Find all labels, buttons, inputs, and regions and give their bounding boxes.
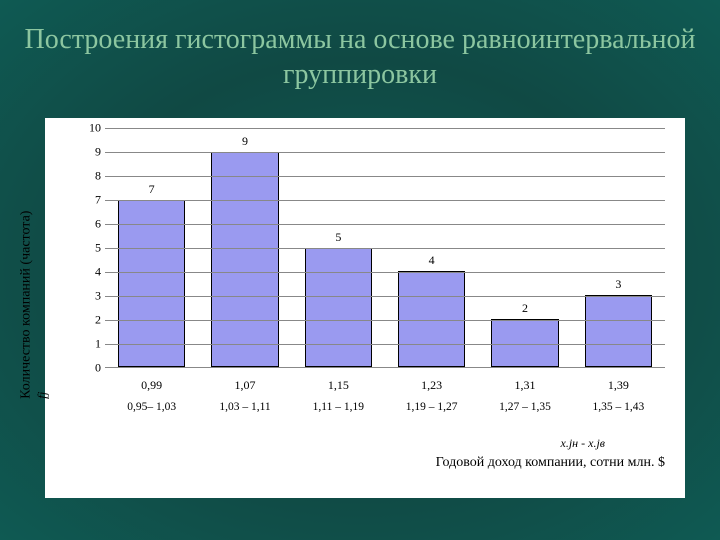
gridline: [105, 248, 665, 249]
x-tick: 1,151,11 – 1,19: [292, 368, 385, 413]
histogram-bar: 3: [585, 295, 652, 367]
bar-value-label: 5: [335, 230, 341, 245]
gridline: [105, 200, 665, 201]
x-tick-range: 1,27 – 1,35: [478, 393, 571, 413]
gridline: [105, 176, 665, 177]
x-axis-caption-sub: x.jн - x.jв: [105, 436, 665, 451]
x-tick-mid: 1,39: [572, 368, 665, 393]
y-tick-label: 7: [79, 193, 101, 208]
x-tick: 0,990,95– 1,03: [105, 368, 198, 413]
x-axis-caption: x.jн - x.jв Годовой доход компании, сотн…: [105, 436, 665, 471]
bar-value-label: 9: [242, 134, 248, 149]
x-tick: 1,311,27 – 1,35: [478, 368, 571, 413]
chart-panel: Количество компаний (частота) fj 795423 …: [45, 118, 685, 498]
bar-value-label: 3: [615, 277, 621, 292]
x-axis-caption-main: Годовой доход компании, сотни млн. $: [436, 455, 665, 470]
y-tick-label: 4: [79, 265, 101, 280]
histogram-bar: 9: [211, 152, 278, 367]
gridline: [105, 344, 665, 345]
x-tick-range: 1,11 – 1,19: [292, 393, 385, 413]
histogram-bar: 5: [305, 248, 372, 368]
x-tick-range: 1,35 – 1,43: [572, 393, 665, 413]
gridline: [105, 320, 665, 321]
x-tick-range: 1,03 – 1,11: [198, 393, 291, 413]
y-tick-label: 6: [79, 217, 101, 232]
x-tick-mid: 1,31: [478, 368, 571, 393]
y-tick-label: 5: [79, 241, 101, 256]
bar-value-label: 7: [149, 182, 155, 197]
x-tick-mid: 1,23: [385, 368, 478, 393]
y-tick-label: 0: [79, 361, 101, 376]
y-axis-label-text: Количество компаний (частота): [19, 211, 34, 399]
y-tick-label: 10: [79, 121, 101, 136]
gridline: [105, 224, 665, 225]
y-tick-label: 3: [79, 289, 101, 304]
y-tick-label: 1: [79, 337, 101, 352]
x-tick: 1,231,19 – 1,27: [385, 368, 478, 413]
gridline: [105, 272, 665, 273]
x-tick-range: 0,95– 1,03: [105, 393, 198, 413]
y-axis-label-sub: fj: [35, 392, 50, 399]
bar-value-label: 4: [429, 253, 435, 268]
slide-title: Построения гистограммы на основе равноин…: [0, 0, 720, 102]
x-tick-mid: 0,99: [105, 368, 198, 393]
x-tick: 1,391,35 – 1,43: [572, 368, 665, 413]
y-axis-label: Количество компаний (частота) fj: [19, 211, 52, 399]
bar-value-label: 2: [522, 301, 528, 316]
x-axis: 0,990,95– 1,031,071,03 – 1,111,151,11 – …: [105, 368, 665, 438]
plot-area: 795423 012345678910: [105, 128, 665, 368]
gridline: [105, 128, 665, 129]
gridline: [105, 296, 665, 297]
gridline: [105, 152, 665, 153]
y-tick-label: 2: [79, 313, 101, 328]
slide: Построения гистограммы на основе равноин…: [0, 0, 720, 540]
x-tick: 1,071,03 – 1,11: [198, 368, 291, 413]
y-tick-label: 9: [79, 145, 101, 160]
x-tick-range: 1,19 – 1,27: [385, 393, 478, 413]
x-tick-mid: 1,07: [198, 368, 291, 393]
y-tick-label: 8: [79, 169, 101, 184]
x-tick-mid: 1,15: [292, 368, 385, 393]
